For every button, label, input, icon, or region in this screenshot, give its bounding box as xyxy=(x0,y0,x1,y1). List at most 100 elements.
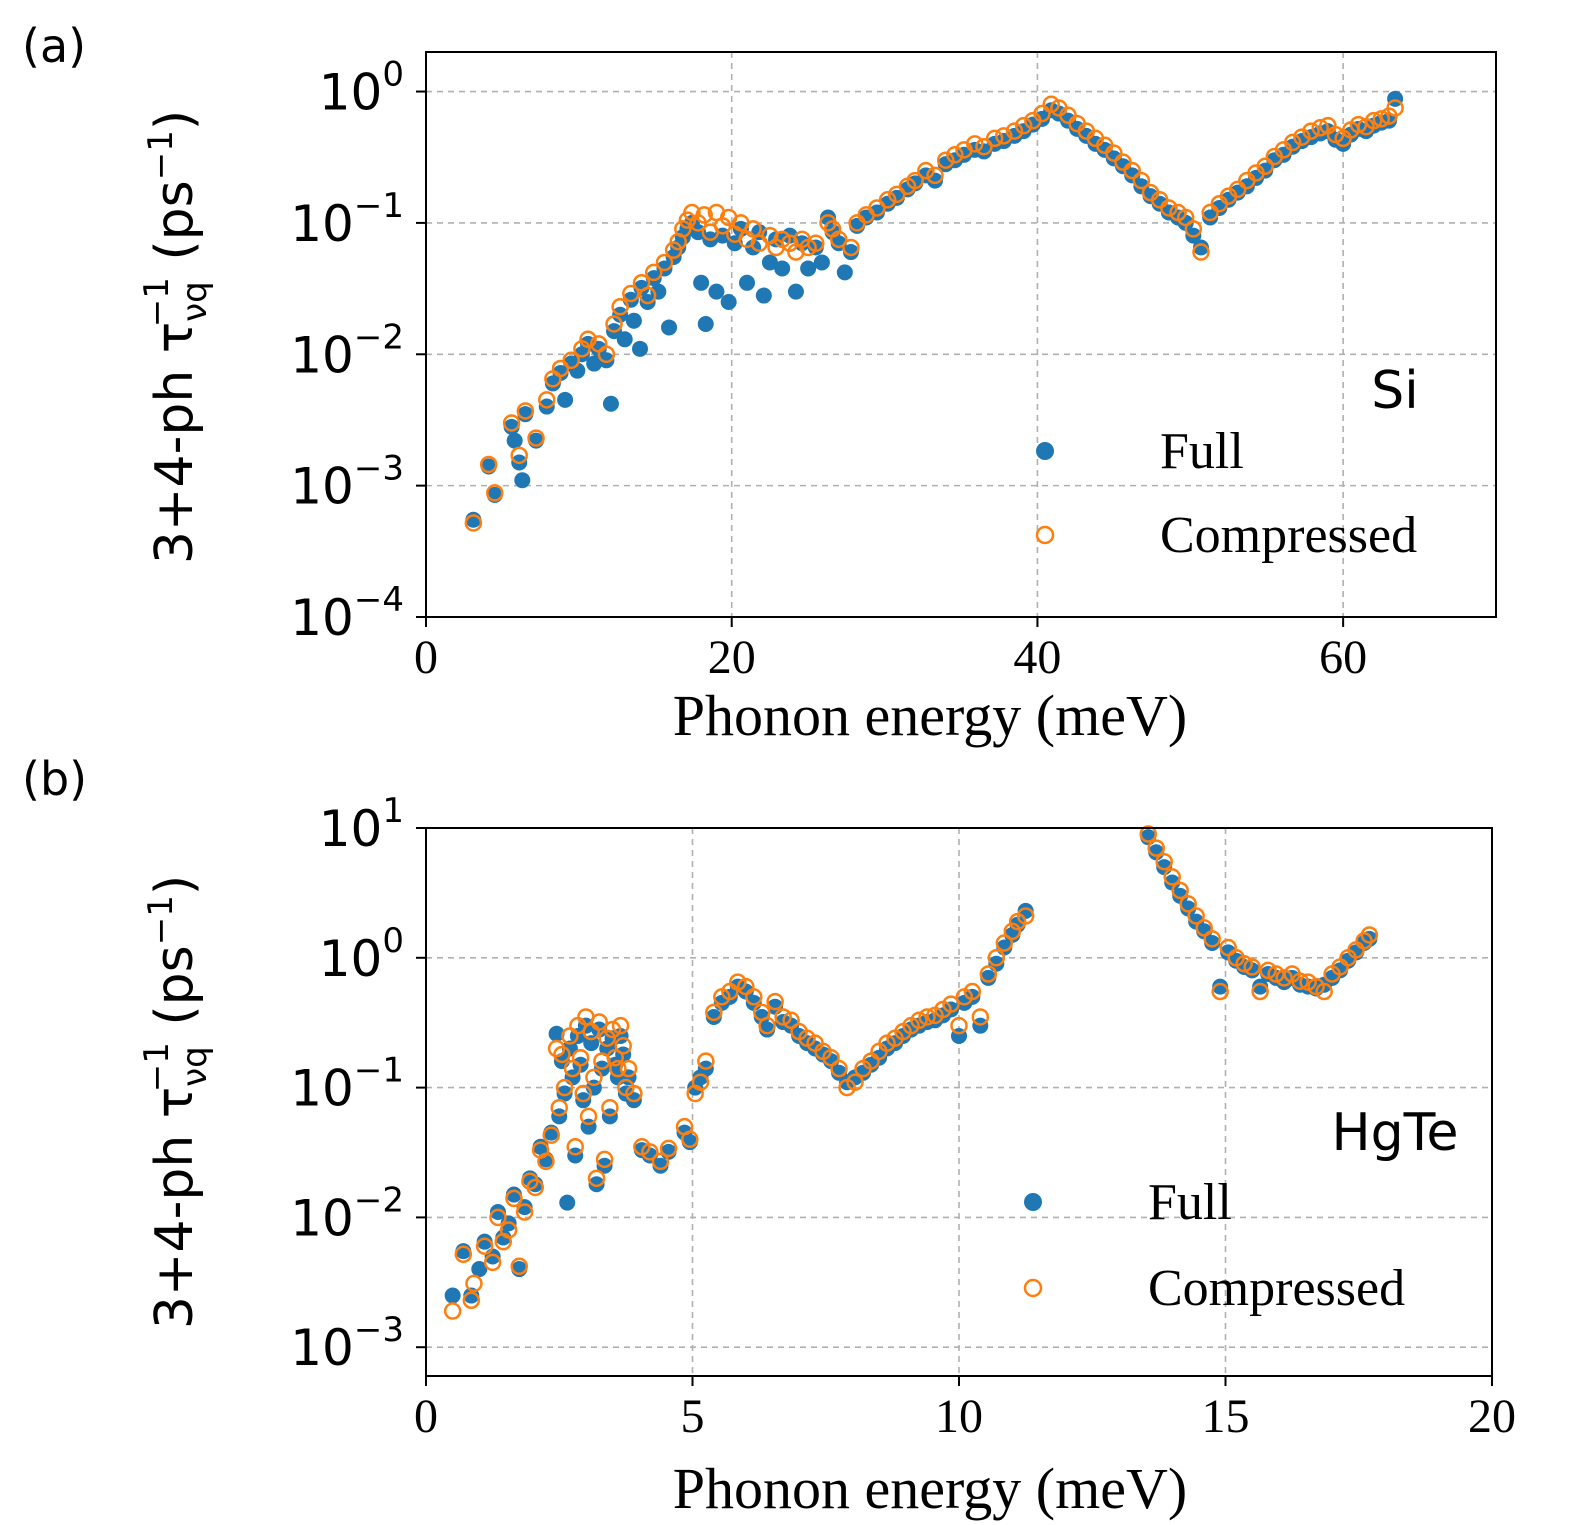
panel-a-point-full xyxy=(552,365,569,382)
panel-a-point-compressed xyxy=(1132,171,1151,190)
panel-a-point-compressed xyxy=(551,359,570,378)
panel-b-point-compressed xyxy=(585,1068,603,1087)
panel-b-point-compressed xyxy=(766,992,784,1011)
panel-b-point-compressed xyxy=(598,1029,616,1048)
panel-a-legend-full-label: Full xyxy=(1160,423,1244,480)
panel-b-point-compressed xyxy=(1243,958,1261,976)
panel-a-x-tick-label: 20 xyxy=(708,631,756,684)
panel-a-point-full xyxy=(586,355,603,372)
panel-a-point-compressed xyxy=(1372,110,1391,128)
panel-a-point-compressed xyxy=(781,234,799,253)
panel-b-point-compressed xyxy=(579,1107,598,1126)
panel-b-legend-full-marker xyxy=(1024,1193,1042,1211)
panel-b-point-compressed xyxy=(705,1003,723,1022)
panel-a-point-compressed xyxy=(655,253,674,272)
panel-b-point-compressed xyxy=(691,1073,710,1091)
panel-b-point-full xyxy=(505,1186,522,1203)
panel-b-point-compressed xyxy=(454,1245,473,1264)
panel-b-point-full xyxy=(1252,978,1269,995)
panel-a-point-full xyxy=(800,260,817,277)
panel-a-point-compressed xyxy=(829,230,848,249)
panel-a-point-compressed xyxy=(638,286,657,305)
panel-b-point-compressed xyxy=(846,1073,864,1091)
panel-b-point-compressed xyxy=(1179,895,1197,913)
panel-a-point-compressed xyxy=(1386,99,1404,117)
panel-b-data-points xyxy=(443,825,1379,1320)
panel-b-point-compressed xyxy=(1275,969,1293,987)
panel-a-point-compressed xyxy=(1256,157,1274,175)
panel-b-point-compressed xyxy=(1003,922,1022,941)
panel-b-x-tick-label: 10 xyxy=(935,1390,983,1443)
panel-b-point-compressed xyxy=(1291,972,1309,990)
panel-a-point-compressed xyxy=(695,206,713,224)
panel-a-point-full xyxy=(632,340,648,357)
panel-b-point-full xyxy=(1361,930,1378,947)
panel-a-point-compressed xyxy=(1105,144,1123,162)
panel-b-point-full xyxy=(489,1204,506,1221)
panel-b-point-compressed xyxy=(614,1037,632,1055)
panel-a-x-tick-label: 0 xyxy=(414,631,438,684)
panel-b-point-compressed xyxy=(651,1152,670,1171)
panel-b-y-tick-label: 10−1 xyxy=(290,1051,404,1118)
panel-b-point-compressed xyxy=(625,1084,643,1103)
panel-b-x-tick-label: 15 xyxy=(1202,1390,1250,1443)
panel-a-material-label: Si xyxy=(1371,361,1418,421)
panel-a-point-full xyxy=(661,319,678,336)
panel-b-point-compressed xyxy=(537,1152,555,1171)
panel-a-point-compressed xyxy=(936,151,955,169)
panel-a-point-full xyxy=(813,254,830,271)
panel-b-point-compressed xyxy=(566,1138,584,1156)
panel-b-y-ticks: 10−3 10−2 10−1 100 101 xyxy=(290,791,426,1377)
panel-a-y-tick-label: 10−4 xyxy=(290,580,404,647)
panel-a-point-full xyxy=(774,260,791,277)
panel-a-plot-frame xyxy=(425,51,1497,618)
panel-b-point-compressed xyxy=(995,934,1014,952)
panel-b-point-compressed xyxy=(510,1257,529,1276)
panel-b-point-compressed xyxy=(587,1169,606,1188)
panel-b-point-compressed xyxy=(987,949,1006,967)
panel-b-x-ticks: 0 5 10 15 20 xyxy=(414,1376,1516,1443)
panel-b-point-full xyxy=(588,1176,605,1193)
panel-b-point-compressed xyxy=(1016,907,1035,925)
panel-b-point-compressed xyxy=(971,1008,990,1026)
panel-b-point-compressed xyxy=(555,1078,574,1097)
panel-b-y-tick-label: 10−3 xyxy=(290,1310,404,1377)
panel-b-point-full xyxy=(980,969,997,986)
panel-b-point-compressed xyxy=(590,1013,608,1031)
panel-b-point-compressed xyxy=(950,1016,968,1035)
panel-a-point-compressed xyxy=(1302,122,1320,140)
panel-b-point-compressed xyxy=(619,1059,638,1078)
panel-a-point-compressed xyxy=(1005,122,1024,140)
panel-b-point-full xyxy=(652,1157,669,1174)
panel-a-point-compressed xyxy=(842,238,860,257)
panel-b-point-compressed xyxy=(603,1020,622,1039)
panel-a-point-full xyxy=(720,293,737,310)
panel-b-point-compressed xyxy=(1163,868,1181,886)
panel-b-point-compressed xyxy=(963,982,982,1001)
panel-a-point-compressed xyxy=(917,161,935,180)
panel-a-y-ticks: 10−4 10−3 10−2 10−1 100 xyxy=(290,55,426,647)
panel-b-point-compressed xyxy=(609,1059,627,1078)
panel-b-point-full xyxy=(548,1025,565,1042)
panel-a-y-axis-label: 3+4-ph τνq−1 (ps−1) xyxy=(137,110,215,564)
panel-a-point-full xyxy=(761,254,778,271)
panel-b-y-tick-label: 10−2 xyxy=(290,1180,404,1247)
panel-b-point-full xyxy=(1212,978,1229,995)
panel-a-label: (a) xyxy=(22,19,86,73)
panel-a-point-compressed xyxy=(868,199,886,217)
panel-b-label: (b) xyxy=(22,752,87,806)
panel-a-point-full xyxy=(625,312,642,329)
panel-b-point-full xyxy=(1180,900,1197,917)
panel-a-point-full xyxy=(787,283,804,300)
panel-a-point-compressed xyxy=(622,284,640,303)
panel-a-point-compressed xyxy=(1228,180,1247,199)
panel-a-y-tick-label: 100 xyxy=(319,55,404,122)
panel-b-point-full xyxy=(753,1008,770,1025)
panel-b-point-compressed xyxy=(574,1084,592,1103)
panel-b-point-compressed xyxy=(1360,926,1379,944)
panel-a-y-tick-label: 10−1 xyxy=(290,186,404,253)
panel-a-point-compressed xyxy=(1184,220,1203,238)
panel-b-point-compressed xyxy=(601,1098,619,1117)
panel-a-point-compressed xyxy=(645,263,663,282)
panel-b-point-compressed xyxy=(979,965,998,983)
